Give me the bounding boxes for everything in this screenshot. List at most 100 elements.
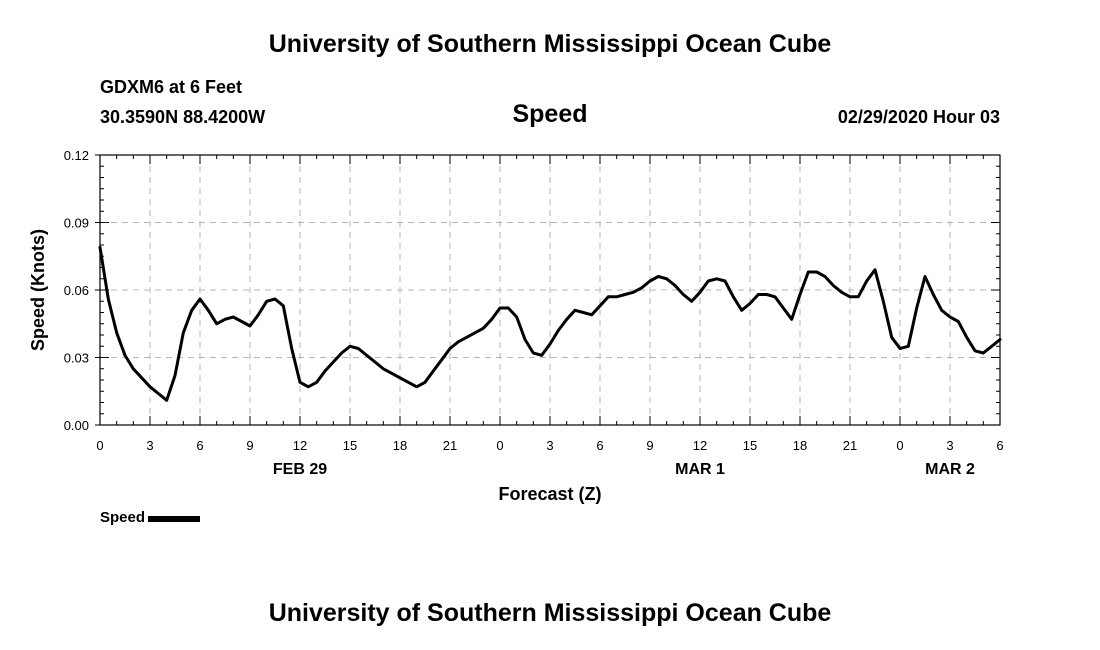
data-point xyxy=(274,298,276,300)
data-point xyxy=(991,345,993,347)
data-point xyxy=(741,309,743,311)
x-axis-title: Forecast (Z) xyxy=(498,484,601,504)
y-tick-label: 0.03 xyxy=(64,351,89,366)
data-point xyxy=(591,314,593,316)
data-point xyxy=(457,341,459,343)
data-point xyxy=(832,284,834,287)
x-tick-label: 3 xyxy=(546,438,553,453)
data-point xyxy=(391,372,393,374)
x-tick-label: 9 xyxy=(246,438,253,453)
data-point xyxy=(382,368,384,370)
data-point xyxy=(191,309,193,311)
data-point xyxy=(599,305,601,307)
data-point xyxy=(449,347,451,350)
x-tick-label: 3 xyxy=(146,438,153,453)
data-point xyxy=(949,316,951,318)
x-tick-label: 0 xyxy=(96,438,103,453)
data-point xyxy=(849,296,851,298)
x-tick-label: 12 xyxy=(293,438,307,453)
data-point xyxy=(999,338,1001,341)
data-point xyxy=(757,293,759,296)
data-point xyxy=(407,381,409,383)
data-point xyxy=(707,280,709,282)
x-tick-label: 21 xyxy=(443,438,457,453)
data-point xyxy=(907,345,909,347)
data-point xyxy=(582,311,584,314)
data-point xyxy=(574,309,576,311)
data-point xyxy=(774,296,776,298)
data-point xyxy=(524,338,526,341)
station-label: GDXM6 at 6 Feet xyxy=(100,77,243,97)
data-point xyxy=(224,318,226,320)
data-point xyxy=(199,298,201,300)
data-point xyxy=(124,354,126,356)
data-point xyxy=(749,302,751,305)
data-point xyxy=(499,307,501,309)
data-point xyxy=(857,296,859,298)
x-tick-label: 18 xyxy=(393,438,407,453)
data-point xyxy=(307,386,309,388)
data-point xyxy=(141,377,143,379)
data-point xyxy=(107,298,109,300)
data-point xyxy=(299,381,301,383)
data-point xyxy=(674,284,676,287)
date-label: 02/29/2020 Hour 03 xyxy=(837,107,1000,127)
legend-label: Speed xyxy=(100,509,146,526)
data-point xyxy=(841,291,843,293)
data-point xyxy=(916,307,918,309)
grid xyxy=(100,155,1000,425)
data-point xyxy=(99,246,101,248)
data-point xyxy=(874,269,876,271)
data-point xyxy=(332,361,334,363)
data-point xyxy=(866,280,868,282)
x-tick-label: 6 xyxy=(196,438,203,453)
data-point xyxy=(607,296,609,298)
data-point xyxy=(957,320,959,323)
data-point xyxy=(516,316,518,318)
x-tick-label: 12 xyxy=(693,438,707,453)
data-point xyxy=(349,345,351,347)
data-point xyxy=(216,323,218,325)
data-point xyxy=(716,278,718,280)
data-point xyxy=(641,287,643,289)
y-tick-label: 0.09 xyxy=(64,216,89,231)
data-point xyxy=(624,293,626,296)
data-point xyxy=(357,347,359,350)
data-point xyxy=(682,293,684,296)
data-point xyxy=(557,329,559,332)
data-point xyxy=(207,309,209,311)
data-point xyxy=(766,293,768,296)
x-tick-label: 9 xyxy=(646,438,653,453)
data-point xyxy=(882,300,884,302)
data-point xyxy=(966,336,968,338)
data-point xyxy=(807,271,809,273)
data-point xyxy=(791,318,793,320)
coordinates-label: 30.3590N 88.4200W xyxy=(100,107,266,127)
data-point xyxy=(932,293,934,296)
data-point xyxy=(732,296,734,298)
x-tick-label: 18 xyxy=(793,438,807,453)
data-point xyxy=(257,314,259,316)
variable-label: Speed xyxy=(512,100,588,128)
data-point xyxy=(182,332,184,334)
x-tick-label: 0 xyxy=(496,438,503,453)
plot-frame xyxy=(99,154,1001,426)
legend-line-swatch xyxy=(148,516,201,522)
data-point xyxy=(424,381,426,383)
data-point xyxy=(632,291,634,293)
day-label: MAR 1 xyxy=(675,461,725,478)
data-point xyxy=(316,381,318,383)
data-point xyxy=(799,293,801,296)
data-point xyxy=(132,368,134,370)
x-tick-label: 0 xyxy=(896,438,903,453)
data-point xyxy=(532,352,534,354)
data-point xyxy=(166,399,168,401)
y-tick-label: 0.06 xyxy=(64,283,89,298)
data-point xyxy=(282,305,284,307)
data-point xyxy=(341,352,343,354)
legend: Speed xyxy=(100,509,201,526)
data-point xyxy=(441,359,443,361)
data-point xyxy=(374,361,376,363)
data-point xyxy=(474,332,476,334)
x-tick-label: 6 xyxy=(596,438,603,453)
